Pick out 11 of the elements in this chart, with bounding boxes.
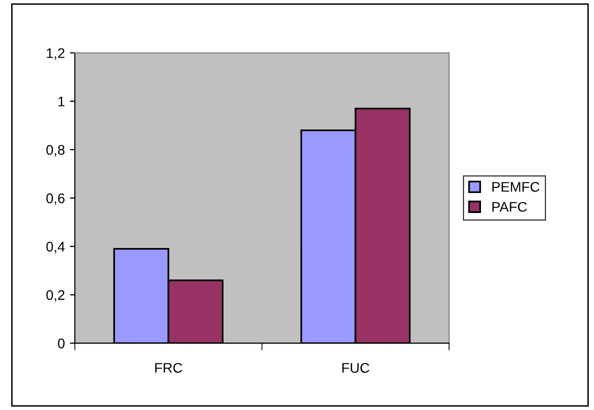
y-tick-label: 0 [58, 338, 65, 348]
x-tick-label: FRC [155, 362, 182, 373]
legend-label: PAFC [492, 202, 527, 212]
y-tick-label: 1,2 [46, 48, 64, 60]
x-tick-label: FUC [342, 362, 370, 373]
y-tick-label: 0,6 [46, 193, 65, 205]
y-tick-label: 0,4 [46, 242, 65, 254]
y-tick-label: 1 [58, 96, 64, 106]
y-tick-label: 0,8 [46, 144, 65, 156]
y-tick-label: 0,2 [46, 290, 64, 302]
legend-label: PEMFC [492, 182, 540, 192]
